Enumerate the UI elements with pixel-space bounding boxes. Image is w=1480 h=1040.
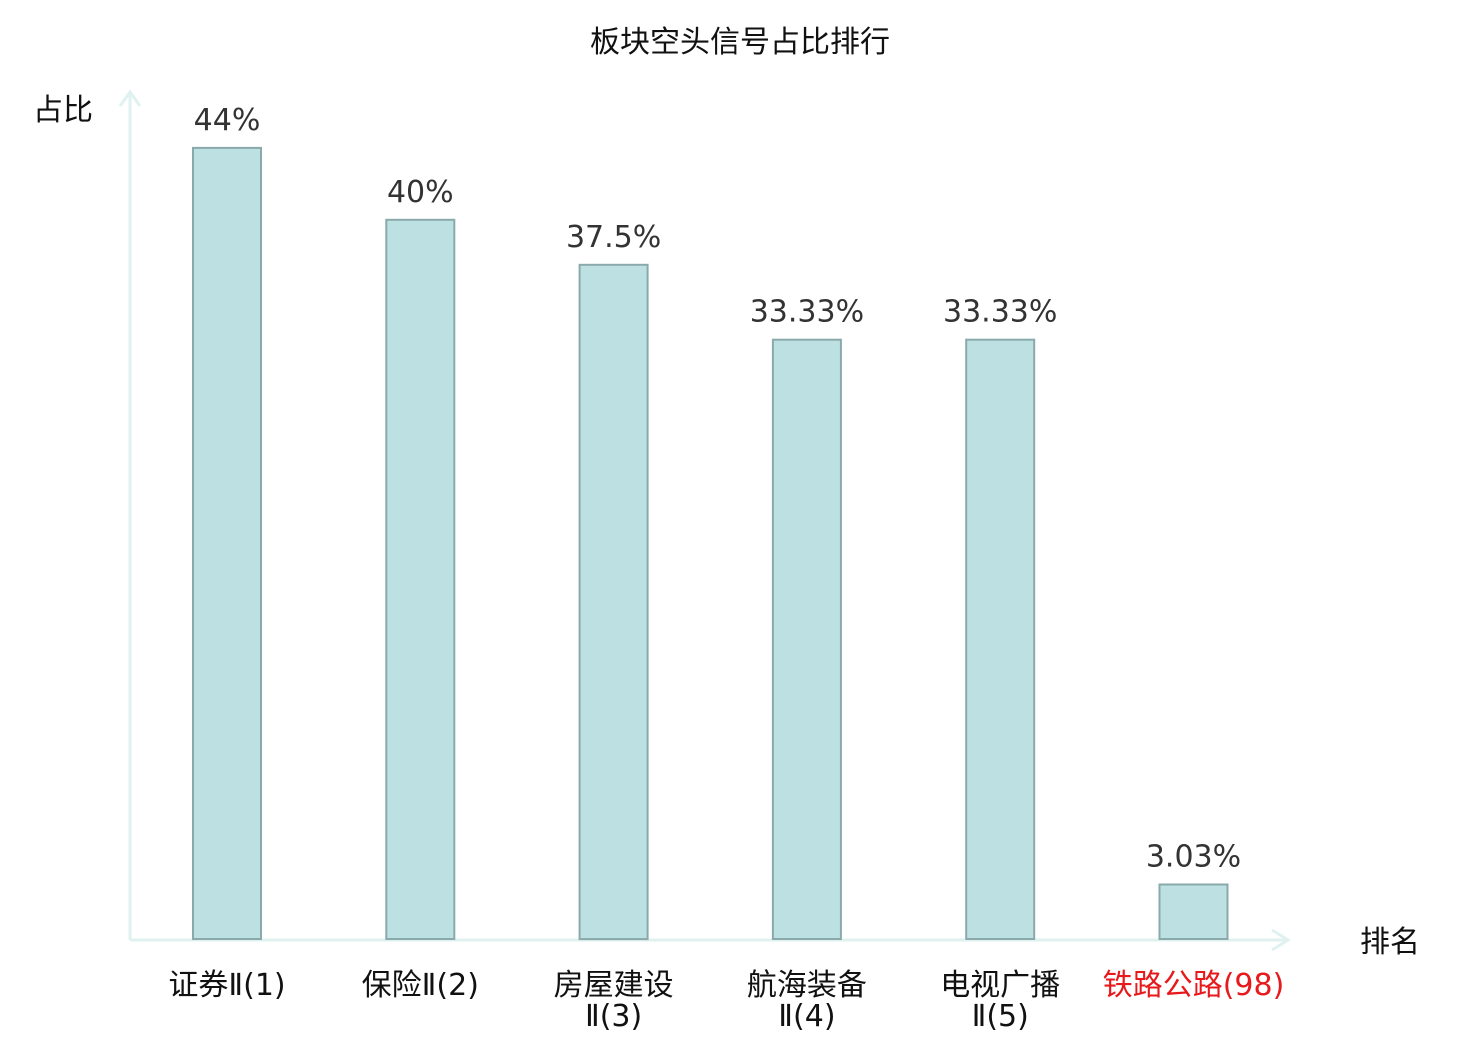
bars (192, 146, 1229, 941)
category-label: 电视广播 (940, 968, 1060, 1003)
category-label: 房屋建设 (554, 968, 674, 1003)
category-label: 航海装备 (747, 968, 867, 1003)
bar (192, 146, 262, 940)
bar (385, 218, 456, 941)
axes (118, 89, 1291, 952)
bar (578, 263, 649, 941)
category-label: 证券Ⅱ(1) (168, 968, 285, 1003)
bar-value-label: 40% (387, 175, 454, 210)
category-label-line2: Ⅱ(4) (778, 999, 835, 1034)
y-axis-label: 占比 (33, 93, 93, 128)
category-label: 铁路公路(98) (1103, 968, 1285, 1003)
value-labels: 44% 40% 37.5% 33.33% 33.33% 3.03% (194, 103, 1242, 875)
bar (1158, 883, 1229, 940)
bar-value-label: 37.5% (566, 220, 661, 255)
category-label: 保险Ⅱ(2) (362, 968, 479, 1003)
bar-value-label: 3.03% (1146, 840, 1241, 875)
x-axis-arrow (1271, 928, 1291, 952)
y-axis-arrow (118, 89, 142, 107)
bar-value-label: 33.33% (750, 295, 864, 330)
chart-title: 板块空头信号占比排行 (590, 25, 890, 60)
category-label-line2: Ⅱ(3) (585, 999, 642, 1034)
x-axis-label: 排名 (1360, 925, 1420, 960)
bar (771, 338, 842, 940)
bar (965, 338, 1036, 940)
bar-value-label: 33.33% (943, 295, 1057, 330)
category-label-line2: Ⅱ(5) (972, 999, 1029, 1034)
bar-value-label: 44% (194, 103, 261, 138)
